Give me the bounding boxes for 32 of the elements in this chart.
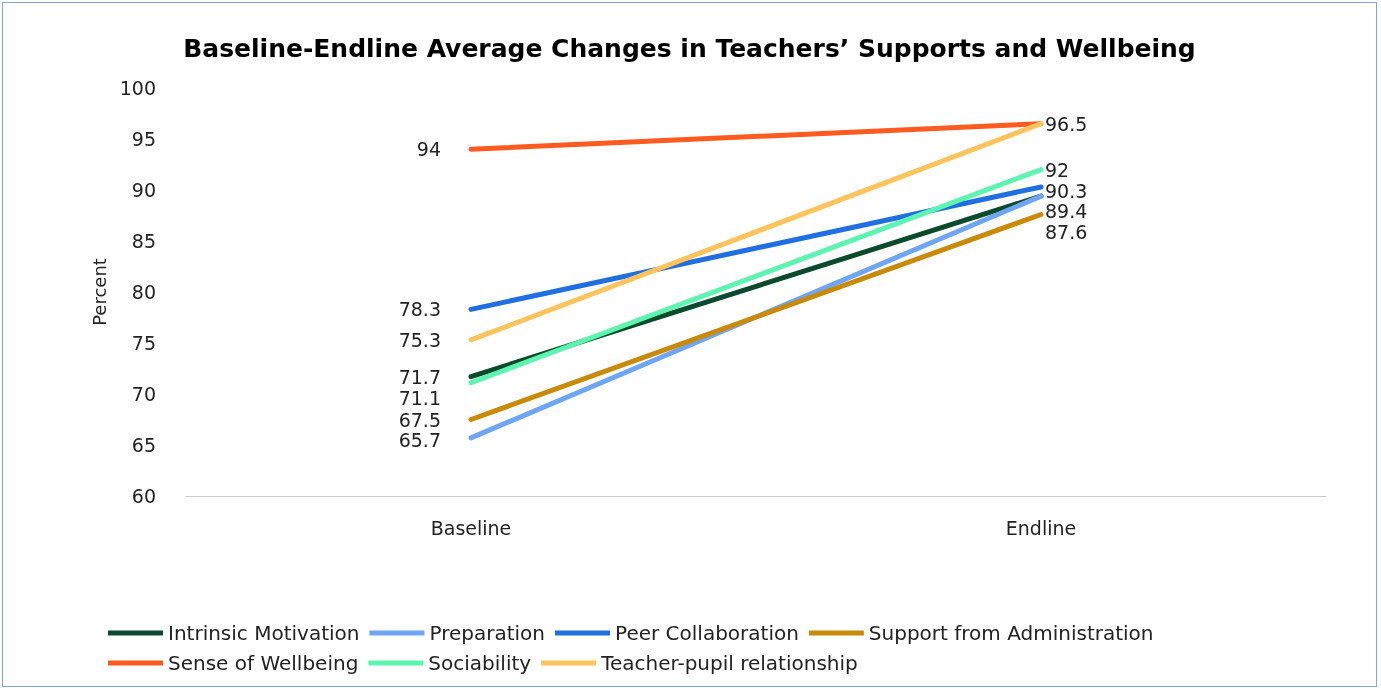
legend-label: Support from Administration — [868, 621, 1154, 645]
y-tick-label: 60 — [131, 485, 156, 507]
y-tick-label: 65 — [131, 434, 156, 456]
data-label: 89.4 — [1045, 200, 1088, 223]
y-axis-title: Percent — [89, 258, 111, 326]
x-tick-label: Baseline — [430, 516, 512, 539]
y-tick-label: 100 — [119, 77, 156, 99]
data-label: 65.7 — [398, 429, 441, 452]
data-label: 71.1 — [398, 386, 441, 409]
data-label: 71.7 — [398, 365, 441, 388]
y-tick-label: 90 — [131, 179, 156, 201]
y-tick-label: 75 — [131, 332, 156, 354]
data-label: 92 — [1045, 158, 1070, 181]
legend-label: Sociability — [428, 651, 532, 675]
data-label: 78.3 — [398, 298, 441, 321]
y-tick-label: 85 — [131, 230, 156, 252]
y-tick-label: 95 — [131, 128, 156, 150]
legend-label: Sense of Wellbeing — [168, 651, 359, 675]
legend-label: Teacher-pupil relationship — [600, 651, 858, 675]
legend-label: Peer Collaboration — [615, 621, 799, 645]
data-label: 94 — [416, 138, 441, 161]
x-tick-label: Endline — [1005, 516, 1077, 539]
data-label: 90.3 — [1045, 179, 1088, 202]
data-label: 87.6 — [1045, 221, 1088, 244]
y-tick-label: 80 — [131, 281, 156, 303]
data-label: 67.5 — [398, 408, 441, 431]
legend-label: Intrinsic Motivation — [168, 621, 360, 645]
data-label: 96.5 — [1045, 112, 1088, 135]
y-tick-label: 70 — [131, 383, 156, 405]
legend-label: Preparation — [429, 621, 546, 645]
data-label: 75.3 — [398, 328, 441, 351]
chart-title: Baseline-Endline Average Changes in Teachers’ Supports and Wellbeing — [183, 34, 1196, 63]
